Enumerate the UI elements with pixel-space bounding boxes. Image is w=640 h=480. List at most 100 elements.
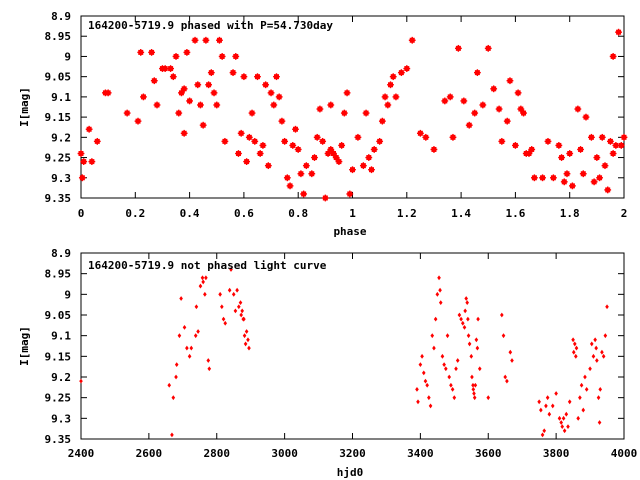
data-point bbox=[80, 158, 88, 165]
data-point bbox=[313, 133, 321, 141]
data-point bbox=[292, 125, 299, 133]
data-point bbox=[179, 296, 183, 301]
data-point bbox=[267, 89, 275, 97]
data-point bbox=[359, 162, 367, 170]
data-point bbox=[604, 186, 612, 194]
data-point bbox=[203, 291, 207, 297]
data-point bbox=[545, 395, 550, 401]
data-point bbox=[415, 387, 419, 392]
data-point bbox=[547, 411, 552, 417]
data-point bbox=[571, 337, 575, 343]
data-point bbox=[447, 374, 452, 380]
axis-ticks bbox=[80, 252, 625, 440]
y-tick-label: 9.35 bbox=[45, 192, 72, 205]
data-point bbox=[240, 73, 248, 81]
data-point bbox=[150, 77, 158, 85]
data-point bbox=[490, 85, 498, 93]
x-tick-label: 3800 bbox=[543, 447, 570, 460]
data-point bbox=[540, 432, 545, 438]
x-tick-label: 0.6 bbox=[234, 207, 254, 220]
data-point bbox=[300, 190, 308, 198]
y-tick-labels: 8.9 8.95 9 9.05 9.1 9.15 9.2 9.25 9.3 9.35 bbox=[45, 10, 72, 205]
data-point bbox=[148, 49, 155, 56]
data-point bbox=[88, 158, 96, 165]
data-point bbox=[578, 395, 582, 401]
data-point bbox=[194, 304, 199, 310]
data-point bbox=[262, 81, 270, 89]
data-point bbox=[550, 174, 557, 182]
data-point bbox=[237, 129, 245, 137]
unphased-light-curve-panel: 2400 2600 2800 3000 3200 3400 3600 3800 4000 8.9… bbox=[18, 247, 637, 479]
data-point bbox=[470, 374, 474, 380]
data-point bbox=[508, 349, 513, 355]
data-point bbox=[446, 93, 454, 101]
data-point bbox=[577, 146, 584, 153]
data-point bbox=[104, 89, 112, 97]
data-point bbox=[281, 137, 289, 145]
y-tick-label: 9 bbox=[64, 50, 71, 63]
data-point bbox=[381, 93, 389, 101]
x-tick-label: 3200 bbox=[339, 447, 366, 460]
data-point bbox=[93, 137, 101, 145]
data-point bbox=[572, 341, 577, 347]
data-point bbox=[335, 158, 343, 165]
data-point bbox=[555, 142, 563, 149]
data-point bbox=[346, 190, 354, 198]
x-tick-label: 0.8 bbox=[288, 207, 308, 220]
data-point bbox=[316, 105, 324, 113]
data-point bbox=[473, 382, 478, 388]
data-point bbox=[469, 353, 474, 359]
data-point bbox=[420, 353, 424, 359]
data-point bbox=[472, 395, 477, 401]
x-tick-label: 1.4 bbox=[451, 207, 471, 220]
data-point bbox=[444, 366, 448, 372]
data-point bbox=[387, 81, 394, 89]
data-point bbox=[544, 403, 548, 409]
data-point bbox=[392, 93, 400, 101]
data-point bbox=[297, 170, 305, 178]
data-point bbox=[289, 142, 297, 149]
y-tick-label: 9.15 bbox=[45, 111, 72, 124]
y-axis-label: I[mag] bbox=[18, 87, 31, 127]
data-point bbox=[438, 287, 442, 293]
data-point bbox=[389, 73, 397, 81]
data-point bbox=[177, 333, 182, 339]
data-point bbox=[561, 415, 566, 421]
data-point bbox=[601, 353, 606, 359]
data-point bbox=[584, 387, 589, 392]
data-point bbox=[466, 316, 470, 322]
x-axis-label: hjd0 bbox=[337, 466, 364, 479]
data-point bbox=[455, 358, 460, 363]
data-point bbox=[594, 345, 598, 351]
data-point bbox=[134, 117, 142, 125]
data-point bbox=[442, 362, 446, 367]
data-point bbox=[199, 121, 207, 129]
data-point bbox=[503, 374, 508, 380]
data-point bbox=[607, 137, 614, 145]
data-point bbox=[574, 105, 582, 113]
data-point bbox=[227, 287, 232, 293]
y-tick-label: 8.9 bbox=[51, 247, 71, 260]
y-tick-label: 9.2 bbox=[51, 131, 71, 144]
data-point bbox=[302, 162, 310, 170]
data-point bbox=[525, 150, 533, 157]
data-point bbox=[178, 89, 185, 97]
y-tick-label: 9.15 bbox=[45, 350, 72, 363]
data-point bbox=[321, 194, 329, 202]
data-point bbox=[273, 73, 280, 81]
data-point bbox=[408, 36, 416, 44]
data-point bbox=[185, 345, 189, 351]
plot-frame bbox=[80, 252, 625, 440]
data-point bbox=[170, 432, 174, 438]
data-point bbox=[283, 174, 291, 182]
data-point bbox=[477, 366, 482, 372]
data-point bbox=[459, 316, 463, 322]
data-point bbox=[590, 178, 598, 186]
y-tick-label: 9.05 bbox=[45, 71, 72, 84]
data-point bbox=[450, 387, 455, 392]
data-point bbox=[204, 275, 208, 281]
data-point bbox=[609, 150, 617, 157]
data-point bbox=[441, 97, 449, 105]
data-point bbox=[566, 424, 570, 429]
